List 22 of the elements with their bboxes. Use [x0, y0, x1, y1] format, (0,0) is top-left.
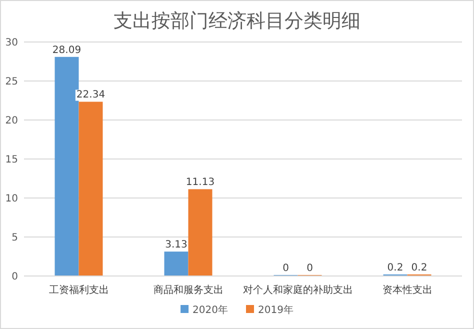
data-label: 28.09 [52, 44, 82, 56]
y-tick-label: 5 [12, 232, 18, 244]
data-label: 0 [282, 263, 289, 274]
data-label: 11.13 [186, 177, 215, 188]
data-label: 0.2 [387, 262, 404, 274]
y-tick-label: 0 [12, 272, 18, 282]
data-label: 0 [306, 263, 313, 274]
x-tick-label: 对个人和家庭的补助支出 [242, 284, 353, 296]
legend-label: 2019年 [258, 304, 294, 316]
data-label: 0.2 [411, 262, 428, 274]
y-tick-label: 30 [5, 38, 18, 48]
y-tick-label: 20 [5, 116, 18, 126]
y-tick-label: 25 [5, 76, 18, 88]
data-label: 3.13 [165, 240, 188, 251]
x-tick-label: 工资福利支出 [48, 284, 109, 296]
legend-label: 2020年 [192, 304, 228, 316]
y-tick-label: 15 [5, 154, 18, 166]
data-label: 22.34 [76, 90, 106, 101]
x-tick-label: 资本性支出 [382, 284, 432, 296]
chart-title: 支出按部门经济科目分类明细 [114, 10, 360, 32]
x-tick-label: 商品和服务支出 [153, 284, 224, 296]
y-tick-label: 10 [5, 194, 18, 204]
